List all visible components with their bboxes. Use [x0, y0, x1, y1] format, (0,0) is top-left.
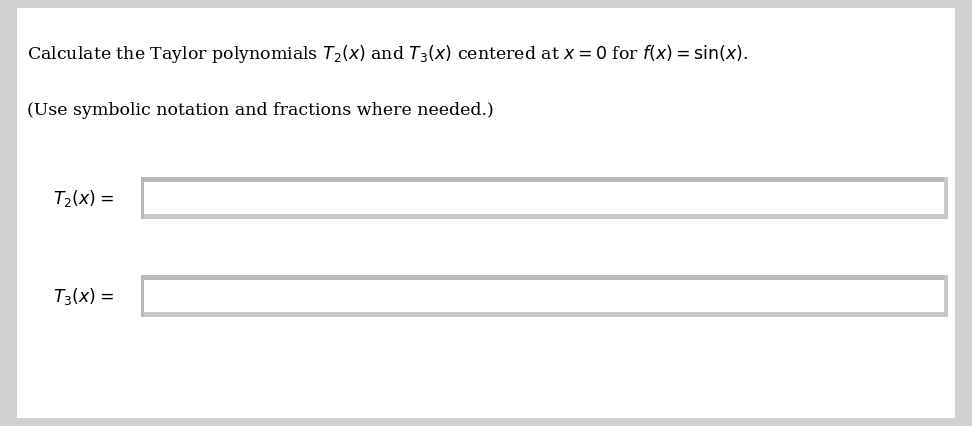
Text: $T_3(x) =$: $T_3(x) =$: [53, 285, 115, 307]
Text: Calculate the Taylor polynomials $T_2(x)$ and $T_3(x)$ centered at $x = 0$ for $: Calculate the Taylor polynomials $T_2(x)…: [27, 43, 748, 65]
Text: $T_2(x) =$: $T_2(x) =$: [53, 187, 115, 209]
Text: (Use symbolic notation and fractions where needed.): (Use symbolic notation and fractions whe…: [27, 102, 494, 119]
